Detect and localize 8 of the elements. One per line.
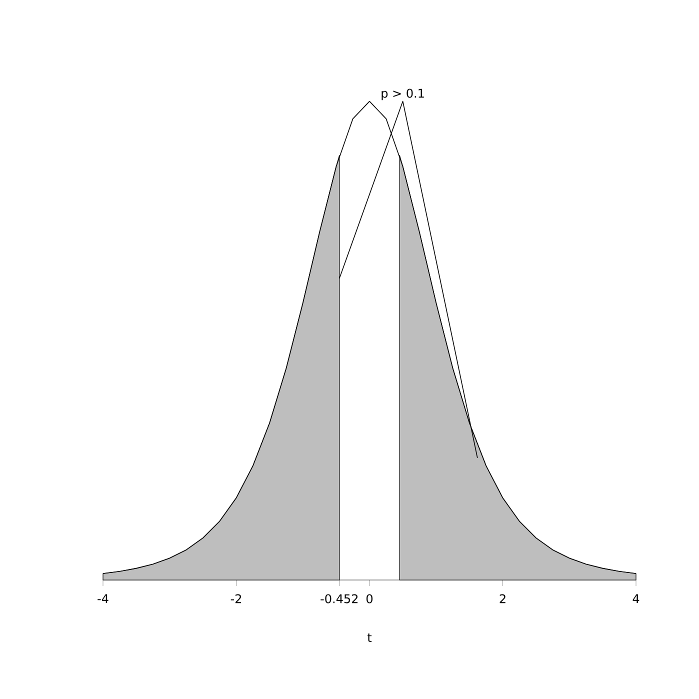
x-tick-label: 2: [500, 594, 506, 604]
x-tick-label: 4: [632, 594, 640, 603]
x-tick-label: 0: [366, 594, 373, 604]
x-tick-label: -2: [230, 594, 242, 604]
annotation: p > 0.1: [382, 88, 424, 100]
x-axis-title: t: [367, 633, 372, 642]
x-tick-label: -0.452: [320, 594, 358, 604]
x-tick-label: -4: [98, 594, 108, 603]
